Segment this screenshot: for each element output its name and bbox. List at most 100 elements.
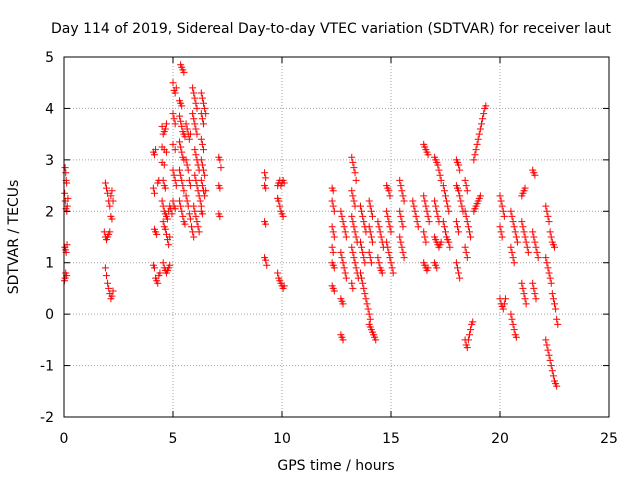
data-point (397, 212, 405, 220)
data-point (467, 326, 475, 334)
data-point (352, 233, 360, 241)
data-point (352, 176, 360, 184)
data-point (479, 115, 487, 123)
data-point (445, 207, 453, 215)
data-point (534, 254, 542, 262)
data-point (499, 305, 507, 313)
data-point (181, 220, 189, 228)
data-point (513, 238, 521, 246)
data-point (532, 295, 540, 303)
data-point (351, 259, 359, 267)
data-point (476, 192, 484, 200)
y-tick-label: 4 (45, 101, 54, 117)
data-point (186, 182, 194, 190)
data-point (364, 305, 372, 313)
y-tick-label: 5 (45, 50, 54, 66)
data-point (217, 164, 225, 172)
data-point (348, 279, 356, 287)
data-point (518, 218, 526, 226)
data-point (61, 189, 69, 197)
data-point (342, 274, 350, 282)
data-point (358, 207, 366, 215)
data-point (280, 179, 288, 187)
data-point (178, 207, 186, 215)
data-point (337, 248, 345, 256)
data-point (169, 110, 177, 118)
data-point (279, 212, 287, 220)
data-point (542, 254, 550, 262)
data-point (545, 269, 553, 277)
data-point (193, 130, 201, 138)
data-point (191, 207, 199, 215)
data-point (153, 230, 161, 238)
data-point (520, 290, 528, 298)
data-point (330, 287, 338, 295)
data-point (455, 269, 463, 277)
data-point (216, 156, 224, 164)
data-point (461, 176, 469, 184)
data-point (106, 202, 114, 210)
data-point (183, 125, 191, 133)
data-point (384, 212, 392, 220)
data-point (463, 187, 471, 195)
data-point (178, 148, 186, 156)
x-tick-label: 0 (60, 431, 69, 447)
data-point (549, 372, 557, 380)
data-point (421, 197, 429, 205)
data-point (159, 259, 167, 267)
data-point (386, 254, 394, 262)
data-point (367, 259, 375, 267)
data-point (162, 120, 170, 128)
x-tick-label: 10 (273, 431, 291, 447)
data-point (191, 171, 199, 179)
data-point (190, 233, 198, 241)
data-point (180, 187, 188, 195)
data-point (329, 248, 337, 256)
data-point (330, 207, 338, 215)
data-point (440, 223, 448, 231)
data-point (376, 228, 384, 236)
data-point (531, 290, 539, 298)
data-point (106, 228, 114, 236)
data-point (522, 238, 530, 246)
data-point (216, 212, 224, 220)
data-point (475, 130, 483, 138)
data-point (201, 104, 209, 112)
data-point (496, 223, 504, 231)
data-point (193, 104, 201, 112)
data-point (170, 115, 178, 123)
data-point (160, 161, 168, 169)
data-point (171, 205, 179, 213)
data-point (200, 146, 208, 154)
data-point (166, 233, 174, 241)
y-axis-label: SDTVAR / TECUs (6, 180, 22, 295)
data-point (190, 89, 198, 97)
data-point (191, 94, 199, 102)
data-point (385, 218, 393, 226)
y-tick-label: 2 (45, 204, 54, 220)
data-point (349, 158, 357, 166)
data-point (457, 197, 465, 205)
data-point (383, 238, 391, 246)
data-point (350, 164, 358, 172)
data-point (456, 192, 464, 200)
data-point (458, 202, 466, 210)
data-point (198, 94, 206, 102)
data-point (383, 207, 391, 215)
data-point (262, 174, 270, 182)
data-point (431, 197, 439, 205)
data-point (104, 279, 112, 287)
data-point (366, 254, 374, 262)
data-point (396, 176, 404, 184)
data-point (162, 148, 170, 156)
data-point (422, 238, 430, 246)
data-point (190, 115, 198, 123)
data-point (547, 362, 555, 370)
data-point (462, 248, 470, 256)
data-point (509, 218, 517, 226)
y-tick-label: 3 (45, 153, 54, 169)
data-point (399, 223, 407, 231)
data-point (456, 166, 464, 174)
data-point (149, 184, 157, 192)
data-point (400, 254, 408, 262)
